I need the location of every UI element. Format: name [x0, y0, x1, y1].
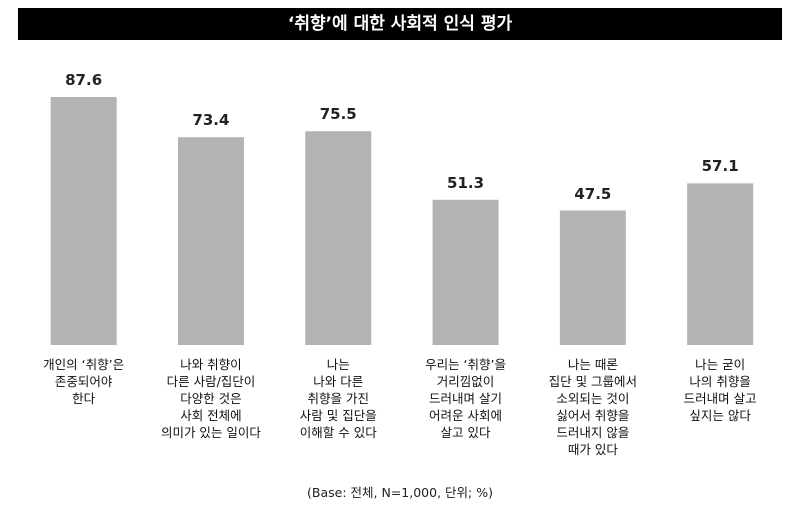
- chart-title: ‘취향’에 대한 사회적 인식 평가: [18, 8, 782, 40]
- value-label: 57.1: [701, 157, 739, 176]
- x-tick-label: 나는 때론 집단 및 그룹에서 소외되는 것이 싫어서 취향을 드러내지 않을 …: [548, 357, 638, 457]
- x-tick-label: 나는 나와 다른 취향을 가진 사람 및 집단을 이해할 수 있다: [299, 357, 377, 440]
- x-tick-label: 개인의 ‘취향’은 존중되어야 한다: [43, 357, 125, 406]
- bar: [687, 183, 754, 345]
- value-label: 87.6: [65, 71, 103, 89]
- x-tick-label: 나와 취향이 다른 사람/집단이 다양한 것은 사회 전체에 의미가 있는 일이…: [160, 357, 261, 440]
- bar: [559, 210, 626, 345]
- footnote: (Base: 전체, N=1,000, 단위; %): [307, 485, 493, 500]
- value-label: 73.4: [192, 111, 230, 130]
- bar: [305, 131, 372, 345]
- value-label: 75.5: [319, 105, 357, 124]
- bar: [50, 97, 117, 345]
- value-label: 51.3: [447, 173, 485, 192]
- x-tick-label: 우리는 ‘취향’을 거리낌없이 드러내며 살기 어려운 사회에 살고 있다: [425, 357, 506, 440]
- value-label: 47.5: [574, 184, 612, 203]
- bar: [177, 137, 244, 345]
- bar: [432, 199, 499, 345]
- x-tick-label: 나는 굳이 나의 취향을 드러내며 살고 싶지는 않다: [683, 357, 757, 423]
